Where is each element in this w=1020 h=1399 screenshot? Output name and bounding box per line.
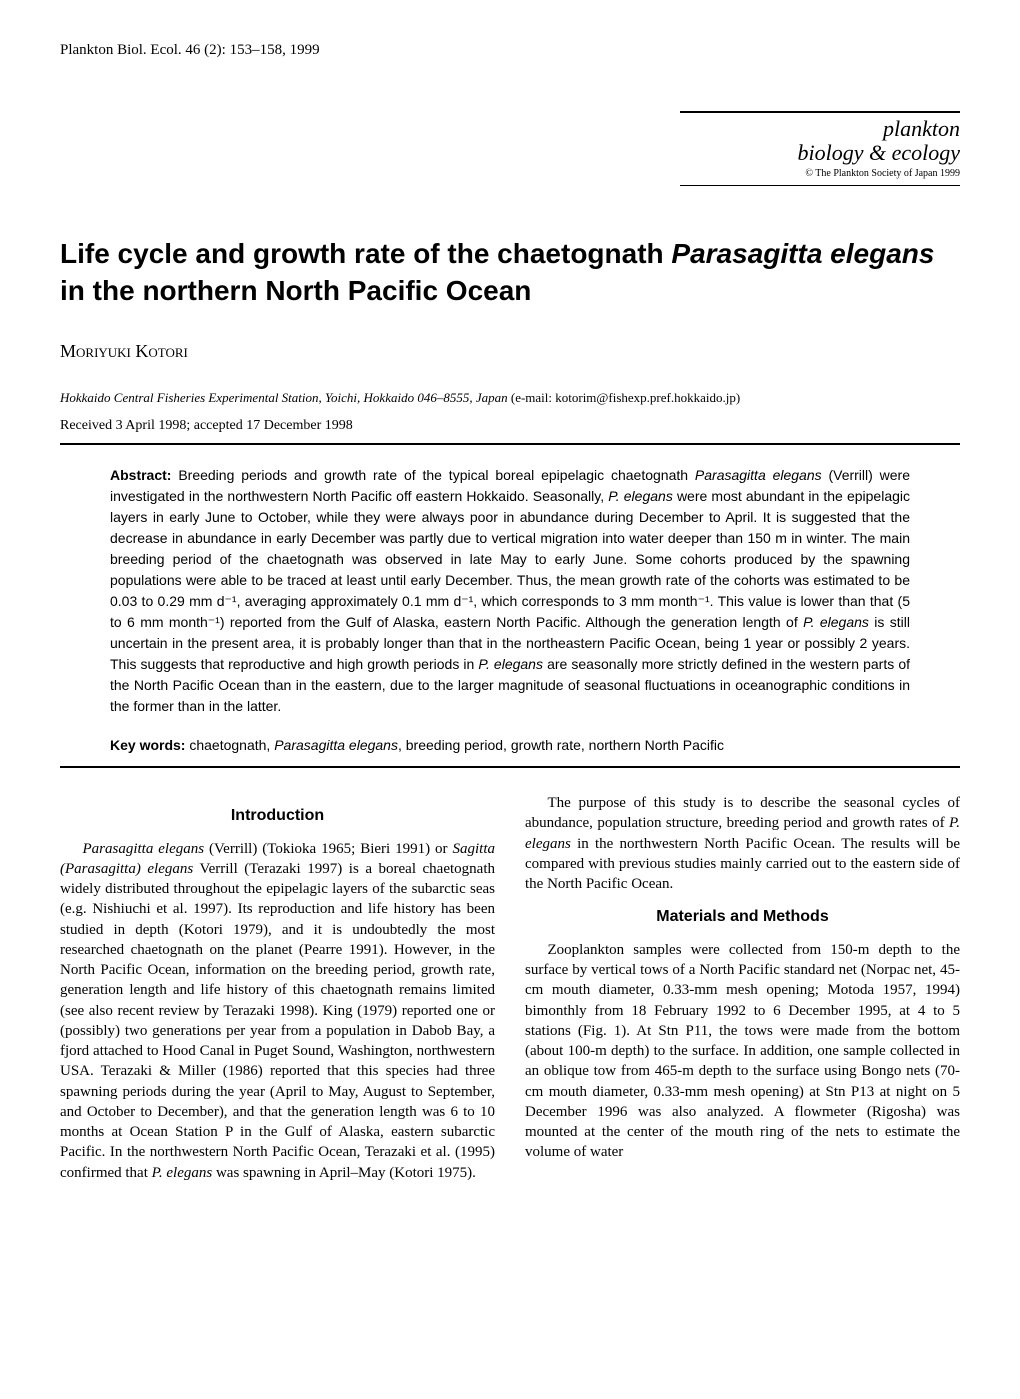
abstract-sp1: Parasagitta elegans xyxy=(695,467,822,483)
title-species: Parasagitta elegans xyxy=(671,238,934,269)
title-prefix: Life cycle and growth rate of the chaeto… xyxy=(60,238,671,269)
title-suffix: in the northern North Pacific Ocean xyxy=(60,275,531,306)
email-text: (e-mail: kotorim@fishexp.pref.hokkaido.j… xyxy=(508,390,741,405)
abstract-label: Abstract: xyxy=(110,467,178,483)
keywords-label: Key words: xyxy=(110,737,189,753)
journal-box: plankton biology & ecology © The Plankto… xyxy=(680,111,960,186)
keywords-species: Parasagitta elegans xyxy=(274,737,398,753)
journal-title-line2: biology & ecology xyxy=(680,141,960,165)
intro-paragraph-1: Parasagitta elegans (Verrill) (Tokioka 1… xyxy=(60,839,495,1183)
abstract-t1: Breeding periods and growth rate of the … xyxy=(178,467,695,483)
divider-top xyxy=(60,443,960,445)
intro-p1-t1: (Verrill) (Tokioka 1965; Bieri 1991) or xyxy=(204,841,452,857)
abstract-sp2: P. elegans xyxy=(608,488,673,504)
citation-text: Plankton Biol. Ecol. 46 (2): 153–158, 19… xyxy=(60,42,320,58)
intro-p1-sp1: Parasagitta elegans xyxy=(83,841,205,857)
divider-bottom xyxy=(60,766,960,768)
abstract-sp3: P. elegans xyxy=(803,614,869,630)
intro-p1-sp3: P. elegans xyxy=(152,1165,213,1181)
abstract-block: Abstract: Breeding periods and growth ra… xyxy=(60,465,960,756)
intro-p1-t2: Verrill (Terazaki 1997) is a boreal chae… xyxy=(60,861,495,1181)
intro-p2-t2: in the northwestern North Pacific Ocean.… xyxy=(525,836,960,893)
abstract-sp4: P. elegans xyxy=(478,656,543,672)
affiliation: Hokkaido Central Fisheries Experimental … xyxy=(60,389,960,407)
abstract-text: Abstract: Breeding periods and growth ra… xyxy=(110,465,910,717)
intro-p2-t1: The purpose of this study is to describe… xyxy=(525,795,960,831)
keywords-t1: chaetognath, xyxy=(189,737,274,753)
journal-title-line1: plankton xyxy=(680,117,960,141)
affiliation-text: Hokkaido Central Fisheries Experimental … xyxy=(60,390,508,405)
received-dates: Received 3 April 1998; accepted 17 Decem… xyxy=(60,416,960,436)
abstract-t3: were most abundant in the epipelagic lay… xyxy=(110,488,910,630)
methods-paragraph-1: Zooplankton samples were collected from … xyxy=(525,940,960,1163)
page-header: Plankton Biol. Ecol. 46 (2): 153–158, 19… xyxy=(60,40,960,61)
intro-paragraph-2: The purpose of this study is to describe… xyxy=(525,793,960,894)
body-columns: Introduction Parasagitta elegans (Verril… xyxy=(60,793,960,1183)
intro-p1-t3: was spawning in April–May (Kotori 1975). xyxy=(212,1165,476,1181)
methods-heading: Materials and Methods xyxy=(525,906,960,928)
keywords-t2: , breeding period, growth rate, northern… xyxy=(398,737,724,753)
intro-heading: Introduction xyxy=(60,805,495,827)
author-name: Moriyuki Kotori xyxy=(60,339,960,364)
article-title: Life cycle and growth rate of the chaeto… xyxy=(60,236,960,309)
journal-copyright: © The Plankton Society of Japan 1999 xyxy=(680,165,960,181)
keywords: Key words: chaetognath, Parasagitta eleg… xyxy=(110,735,910,756)
